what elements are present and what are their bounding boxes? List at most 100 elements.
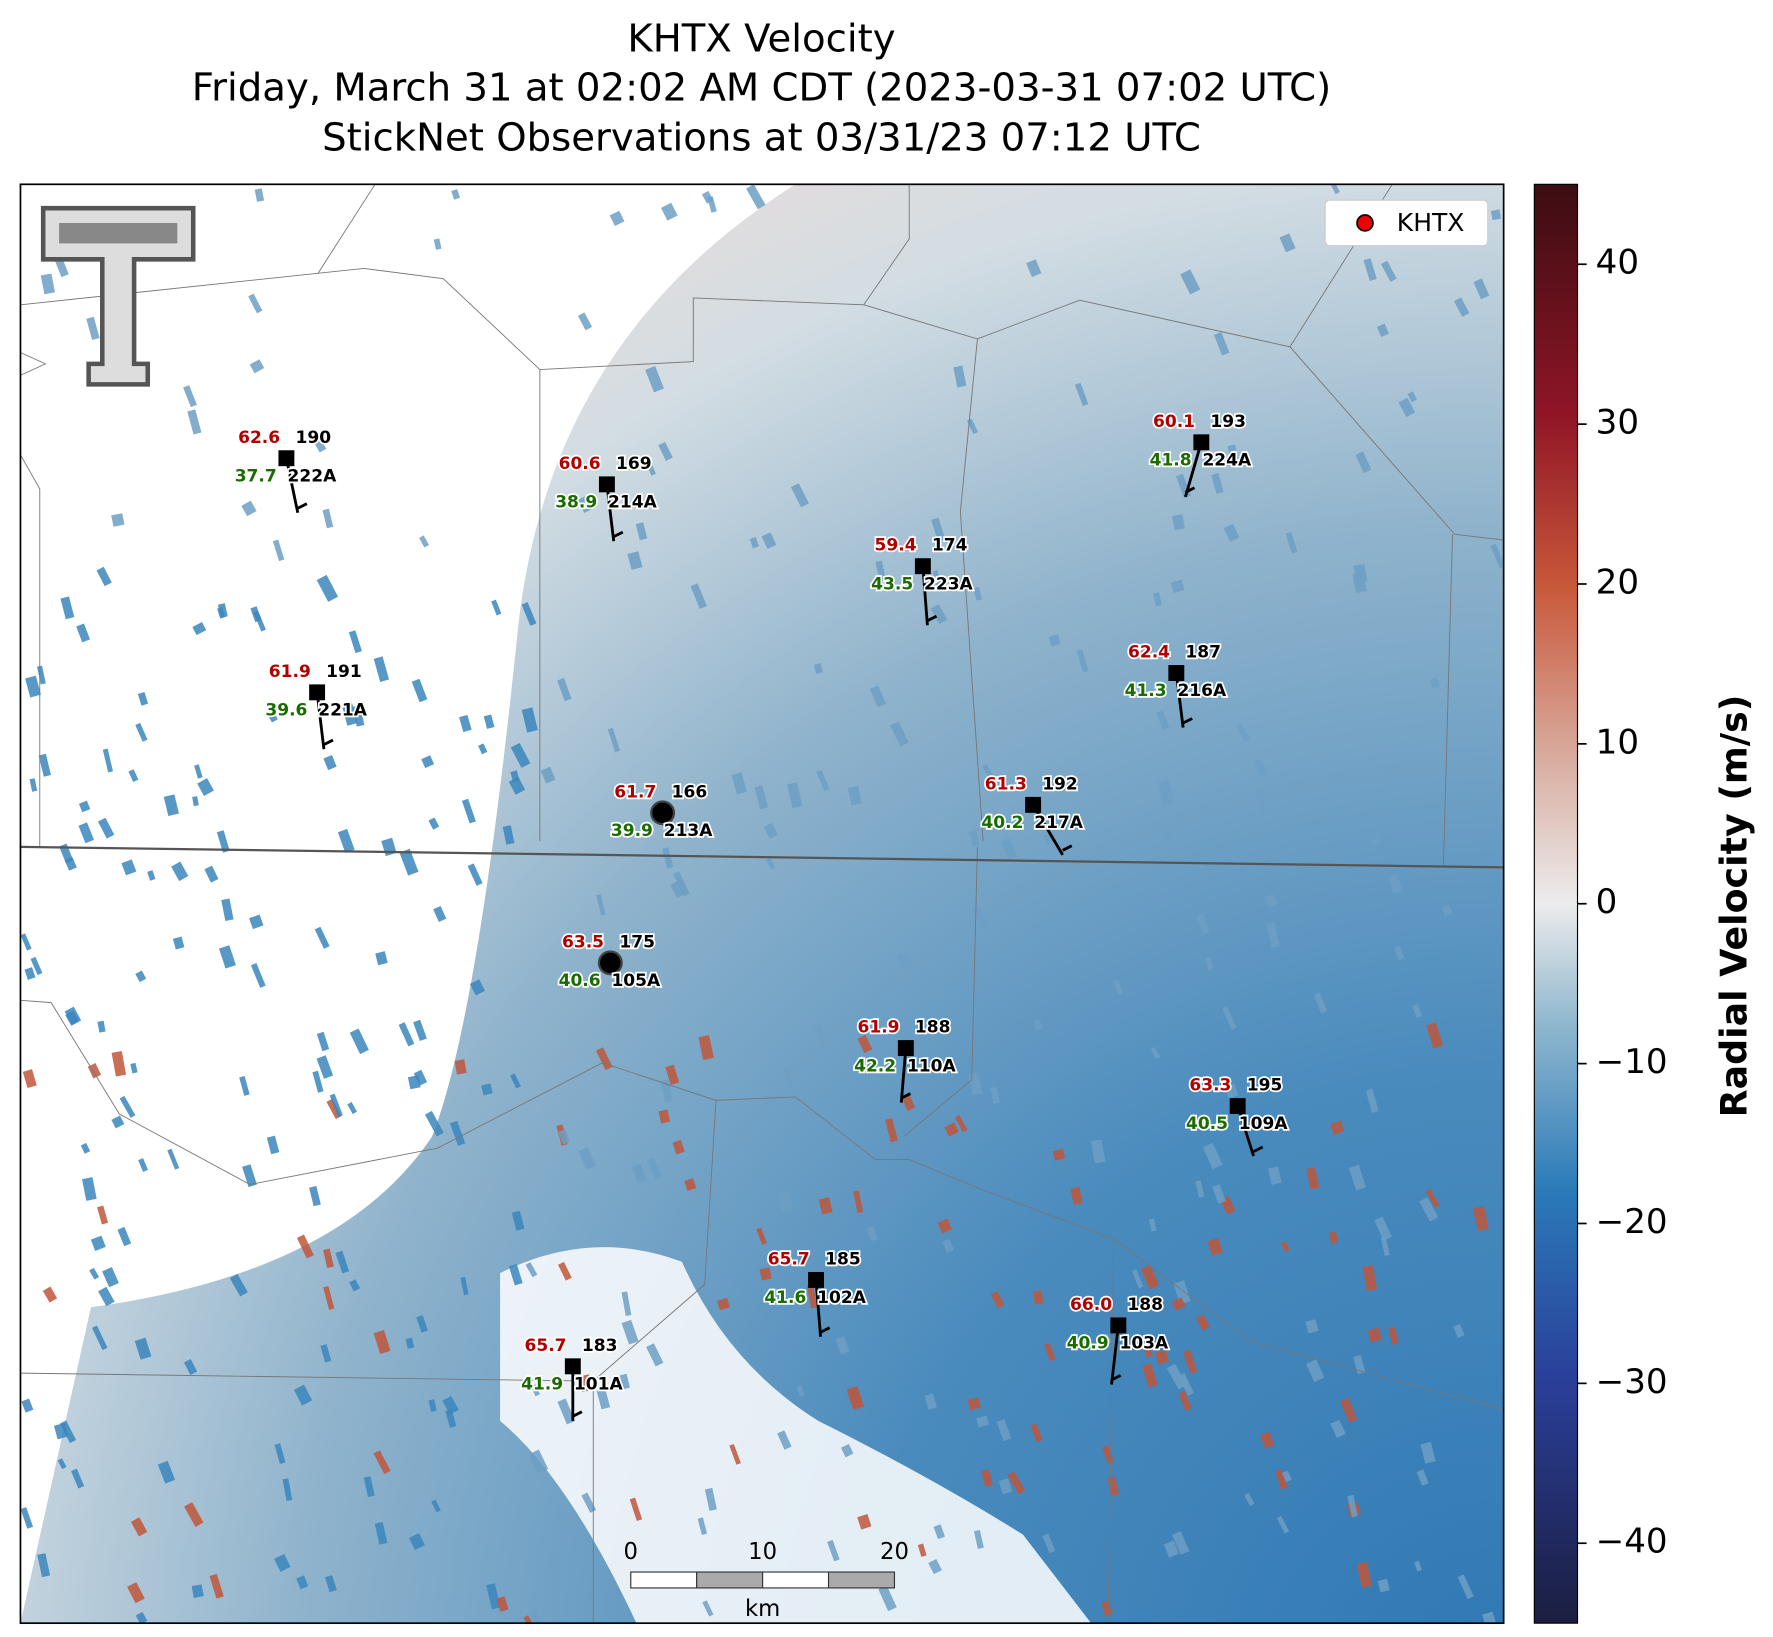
- dewpoint: 40.9: [1067, 1334, 1109, 1354]
- station-code: 169: [616, 454, 652, 474]
- radar-gate: [137, 691, 149, 706]
- colorbar-tick-label: 0: [1596, 882, 1618, 922]
- radar-gate: [1173, 1280, 1191, 1305]
- radar-gate: [221, 898, 234, 922]
- radar-gate: [194, 764, 203, 779]
- scale-bar: 0 10 20 km: [624, 1539, 909, 1622]
- station-marker: [598, 476, 615, 493]
- radar-gate: [413, 1019, 427, 1041]
- station-code: 175: [619, 932, 655, 952]
- radar-gate: [917, 1543, 927, 1557]
- radar-gate: [866, 1226, 878, 1242]
- station-marker: [897, 1040, 914, 1057]
- radar-gate: [1224, 1083, 1239, 1099]
- colorbar-tick-label: −30: [1596, 1362, 1668, 1402]
- radar-gate: [191, 1584, 204, 1599]
- radar-gate: [1000, 838, 1018, 861]
- radar-gate: [629, 1497, 643, 1521]
- colorbar-label: Radial Velocity (m/s): [1713, 695, 1756, 1118]
- radar-gate: [578, 1147, 596, 1170]
- radar-gate: [1178, 1372, 1195, 1396]
- radar-gate: [502, 825, 515, 845]
- temperature: 61.9: [269, 662, 311, 682]
- radar-gate: [1407, 391, 1417, 403]
- radar-gate: [954, 1115, 968, 1133]
- radar-gate: [98, 1286, 115, 1307]
- radar-gate: [87, 1063, 102, 1079]
- radar-gate: [78, 800, 91, 813]
- radar-gate: [89, 1267, 100, 1280]
- radar-gate: [857, 1513, 872, 1530]
- radar-gate: [272, 539, 285, 562]
- radar-gate: [1060, 778, 1070, 790]
- radar-gate: [266, 1135, 280, 1155]
- radar-gate: [1313, 992, 1328, 1014]
- radar-gate: [756, 1227, 767, 1245]
- radar-gate: [1441, 904, 1453, 917]
- radar-gate: [1394, 945, 1405, 961]
- radar-gate: [171, 861, 189, 882]
- radar-gate: [363, 1476, 375, 1498]
- radar-gate: [1376, 323, 1389, 337]
- stations: 62.6 190 37.7 222A 60.6 169 38.9 214A 60.1 193 41.…: [233, 410, 1290, 1421]
- radar-gate: [229, 1273, 248, 1297]
- temperature: 60.1: [1153, 412, 1195, 432]
- radar-gate: [928, 1558, 942, 1575]
- radar-gate: [661, 1079, 673, 1103]
- radar-gate: [973, 1529, 984, 1549]
- radar-gate: [1183, 1349, 1198, 1374]
- colorbar-tick-label: 20: [1596, 562, 1639, 602]
- radar-gate: [778, 1189, 793, 1214]
- radar-gate: [491, 599, 502, 616]
- radar-gate: [60, 596, 75, 620]
- radar-gate: [510, 1073, 521, 1089]
- radar-gate: [459, 714, 472, 733]
- radar-gate: [398, 1022, 415, 1047]
- map-area: [20, 184, 1504, 1624]
- radar-gate: [701, 190, 714, 204]
- radar-gate: [163, 794, 179, 817]
- radar-gate: [192, 622, 207, 636]
- wind-barb-flag: [323, 738, 334, 746]
- scale-unit: km: [745, 1596, 780, 1622]
- radar-gate: [777, 1430, 792, 1450]
- radar-gate: [1141, 1343, 1153, 1358]
- radar-gate: [929, 995, 939, 1007]
- radar-gate: [1230, 851, 1245, 865]
- radar-gate: [716, 1297, 731, 1311]
- radar-gate: [352, 705, 365, 727]
- wind-barb: [921, 566, 929, 626]
- radar-gate: [525, 1262, 538, 1278]
- radar-gate: [57, 1458, 67, 1470]
- radar-gate: [754, 785, 769, 810]
- radar-gate: [324, 1575, 337, 1593]
- colorbar-ramp: [1533, 183, 1579, 1624]
- radar-gate: [930, 604, 948, 625]
- radar-gate: [347, 1102, 358, 1115]
- radar-gate: [521, 707, 538, 733]
- station-id: 216A: [1177, 681, 1227, 701]
- radar-gate: [981, 1469, 993, 1487]
- map-frame: [19, 183, 1505, 1625]
- scale-segment: [696, 1571, 764, 1589]
- temperature: 61.7: [614, 782, 656, 802]
- radar-gate: [1113, 979, 1123, 995]
- radar-gate: [702, 1600, 714, 1617]
- radar-gate: [1163, 1540, 1180, 1558]
- radar-gate: [1388, 1326, 1399, 1345]
- radar-gate: [1276, 1515, 1290, 1534]
- legend-marker: [1356, 214, 1374, 232]
- radar-gate: [216, 830, 230, 853]
- wind-barb: [1174, 672, 1185, 728]
- radar-gate: [558, 1129, 571, 1145]
- radar-gate: [557, 677, 572, 702]
- radar-gate: [510, 742, 531, 768]
- radar-gate: [508, 1263, 523, 1286]
- radar-gate: [399, 848, 419, 876]
- radar-gap: [500, 1247, 1092, 1624]
- station-id: 103A: [1119, 1334, 1169, 1354]
- radar-gate: [421, 755, 435, 769]
- radar-gate: [996, 1419, 1012, 1442]
- radar-gate: [373, 656, 390, 682]
- station-id: 110A: [907, 1056, 957, 1076]
